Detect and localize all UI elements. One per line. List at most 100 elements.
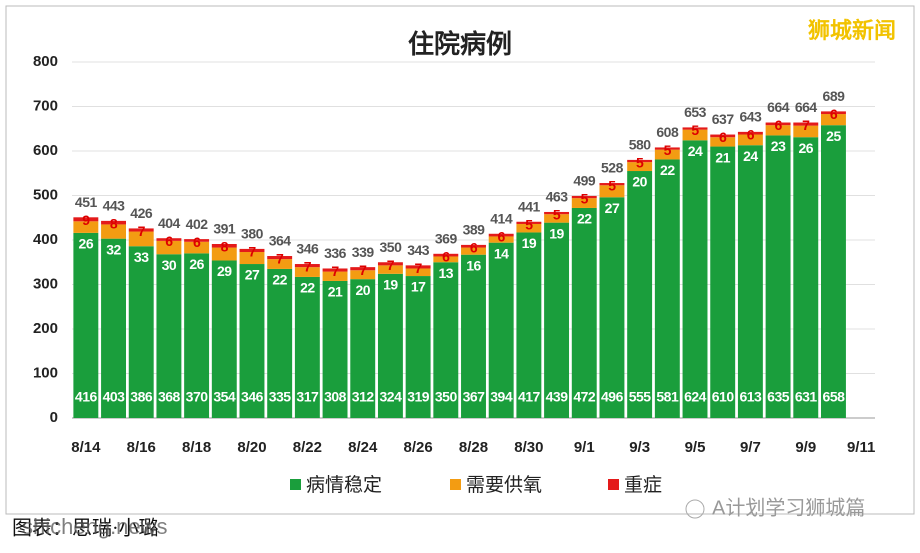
data-label: 403 <box>103 389 126 405</box>
data-label: 346 <box>241 389 264 405</box>
total-label: 426 <box>130 205 153 221</box>
bar-segment <box>488 233 514 237</box>
bar-segment <box>599 183 625 186</box>
total-label: 336 <box>324 245 347 261</box>
data-label: 24 <box>743 148 758 164</box>
data-label: 496 <box>601 389 624 405</box>
data-label: 8 <box>221 239 229 255</box>
bar-segment <box>156 254 182 418</box>
bar-segment <box>627 162 653 172</box>
bar-segment <box>267 268 293 418</box>
total-label: 380 <box>241 226 264 242</box>
data-label: 370 <box>186 389 209 405</box>
bar-segment <box>433 262 459 418</box>
bar-segment <box>73 217 99 222</box>
bar-segment <box>682 140 708 418</box>
bar-segment <box>377 265 403 274</box>
y-tick-label: 100 <box>33 364 58 381</box>
bar-segment <box>710 137 736 147</box>
x-tick-label: 9/9 <box>795 439 816 456</box>
y-tick-label: 400 <box>33 231 58 248</box>
total-label: 364 <box>269 233 292 249</box>
data-label: 26 <box>798 140 813 156</box>
data-label: 394 <box>490 389 513 405</box>
bar-segment <box>267 256 293 260</box>
bar-segment <box>128 231 154 247</box>
bar-segment <box>73 232 99 418</box>
data-label: 6 <box>774 117 782 133</box>
data-label: 20 <box>632 174 647 190</box>
data-label: 7 <box>248 244 256 260</box>
data-label: 7 <box>331 263 339 279</box>
total-label: 350 <box>380 239 403 255</box>
legend-swatch <box>450 479 461 490</box>
total-label: 391 <box>213 221 236 237</box>
y-tick-label: 800 <box>33 53 58 70</box>
bar-segment <box>377 273 403 418</box>
data-label: 13 <box>439 265 454 281</box>
data-label: 658 <box>823 389 846 405</box>
data-label: 25 <box>826 128 841 144</box>
data-label: 312 <box>352 389 375 405</box>
data-label: 386 <box>130 389 153 405</box>
total-label: 689 <box>823 88 846 104</box>
bar-segment <box>184 253 210 418</box>
data-label: 27 <box>245 267 260 283</box>
data-label: 9 <box>82 212 90 228</box>
data-label: 26 <box>189 256 204 272</box>
data-label: 5 <box>553 207 561 223</box>
bar-segment <box>461 254 486 418</box>
bar-segment <box>571 198 597 208</box>
data-label: 22 <box>272 272 287 288</box>
bar-segment <box>765 122 791 126</box>
total-label: 343 <box>407 242 430 258</box>
x-tick-label: 8/14 <box>71 439 101 456</box>
bar-segment <box>461 247 486 255</box>
legend-label: 病情稳定 <box>306 474 382 496</box>
total-label: 346 <box>296 241 319 257</box>
bar-segment <box>737 134 763 146</box>
total-label: 580 <box>629 137 652 153</box>
bar-segment <box>737 145 763 418</box>
y-tick-label: 500 <box>33 186 58 203</box>
data-label: 635 <box>767 389 790 405</box>
bar-segment <box>710 134 736 138</box>
watermark: 狮城新闻 <box>808 18 896 43</box>
bar-segment <box>322 268 348 272</box>
data-label: 7 <box>276 251 284 267</box>
data-label: 5 <box>581 191 589 207</box>
bar-segment <box>765 125 791 136</box>
bar-segment <box>682 127 708 130</box>
x-tick-label: 9/5 <box>685 439 706 456</box>
bar-segment <box>184 239 210 242</box>
bar-segment <box>461 244 486 248</box>
bar-segment <box>101 238 126 418</box>
total-label: 369 <box>435 230 458 246</box>
data-label: 555 <box>629 389 652 405</box>
y-tick-label: 0 <box>50 409 58 426</box>
bar-segment <box>239 252 265 265</box>
bar-segment <box>654 159 680 418</box>
data-label: 631 <box>795 389 818 405</box>
bar-segment <box>128 246 154 418</box>
y-tick-label: 300 <box>33 275 58 292</box>
data-label: 19 <box>522 235 537 251</box>
data-label: 6 <box>498 228 506 244</box>
chart-title: 住院病例 <box>408 29 512 59</box>
legend-label: 需要供氧 <box>466 474 542 496</box>
data-label: 439 <box>546 389 569 405</box>
data-label: 324 <box>380 389 403 405</box>
data-label: 416 <box>75 389 98 405</box>
x-tick-label: 8/16 <box>127 439 156 456</box>
data-label: 610 <box>712 389 735 405</box>
data-label: 335 <box>269 389 292 405</box>
bar-segment <box>156 240 182 255</box>
data-label: 6 <box>193 234 201 250</box>
bar-segment <box>184 241 210 254</box>
x-tick-label: 9/7 <box>740 439 761 456</box>
x-tick-label: 9/3 <box>629 439 650 456</box>
total-label: 402 <box>186 216 209 232</box>
bar-segment <box>516 223 542 233</box>
legend-swatch <box>608 479 619 490</box>
